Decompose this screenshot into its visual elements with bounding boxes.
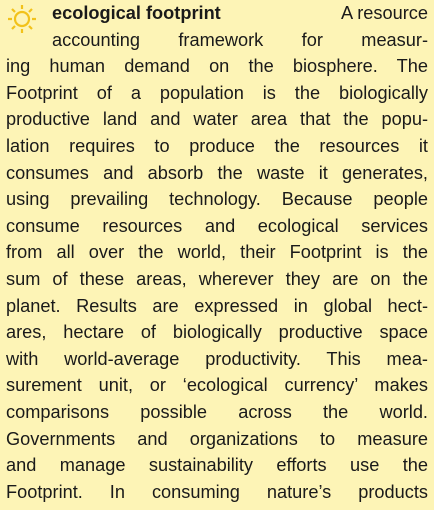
sun-icon xyxy=(8,5,36,33)
line: productive land and water area that the … xyxy=(6,109,428,130)
line: consume resources and ecological service… xyxy=(6,215,428,236)
term: ecological footprint xyxy=(52,3,221,23)
line: Footprint. In consuming nature’s product… xyxy=(6,481,428,502)
line: using prevailing technology. Because peo… xyxy=(6,189,428,210)
line-text: A resource xyxy=(341,3,428,23)
line: planet. Results are expressed in global … xyxy=(6,295,428,316)
line: and manage sustainability efforts use th… xyxy=(6,455,428,476)
line: lation requires to produce the resources… xyxy=(6,135,428,156)
line: from all over the world, their Footprint… xyxy=(6,242,428,263)
line: ares, hectare of biologically productive… xyxy=(6,322,428,343)
line: ecological footprint A resource xyxy=(52,0,428,27)
line: sum of these areas, wherever they are on… xyxy=(6,268,428,289)
line: Governments and organizations to measure xyxy=(6,428,428,449)
line: comparisons possible across the world. xyxy=(6,401,428,422)
line: surement unit, or ‘ecological currency’ … xyxy=(6,375,428,396)
line: Footprint of a population is the biologi… xyxy=(6,82,428,103)
definition: ecological footprint A resource accounting… xyxy=(6,0,428,505)
line: ing human demand on the biosphere. The xyxy=(6,56,428,77)
line: with world-average productivity. This me… xyxy=(6,348,428,369)
line: accounting framework for measur- xyxy=(52,29,428,50)
line: consumes and absorb the waste it generat… xyxy=(6,162,428,183)
